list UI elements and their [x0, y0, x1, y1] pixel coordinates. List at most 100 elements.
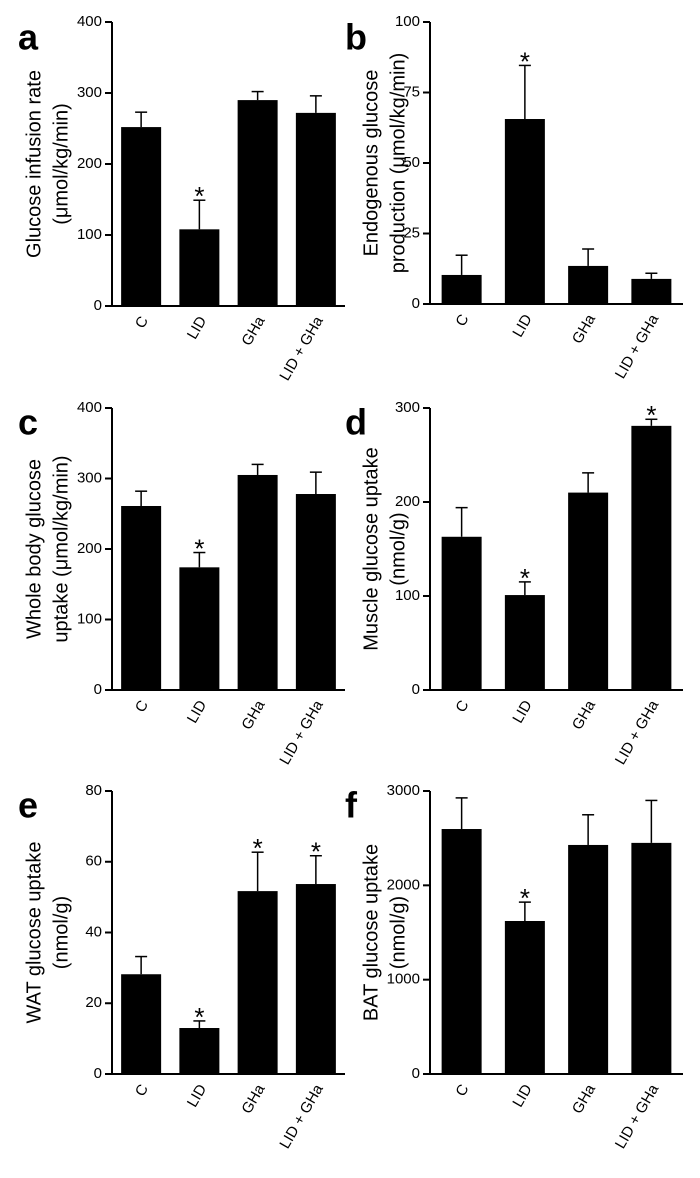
bar	[121, 974, 162, 1074]
x-tick-label: LID + GHa	[612, 311, 663, 382]
x-tick-label: C	[452, 311, 472, 329]
y-axis-label: (nmol/g)	[387, 896, 409, 969]
panel-letter: c	[18, 402, 38, 443]
chart-panel: c Whole body glucose uptake (μmol/kg/min) 0…	[18, 399, 345, 768]
error-bar	[193, 199, 206, 230]
y-tick-label: 100	[395, 587, 420, 604]
bar	[631, 842, 672, 1074]
y-tick-label: 0	[412, 295, 420, 312]
bar	[295, 494, 336, 690]
x-tick-label: LID	[184, 1081, 210, 1110]
error-bar	[582, 248, 595, 266]
error-bar	[193, 551, 206, 568]
y-axis-label: (nmol/g)	[387, 512, 409, 585]
y-tick-label: 0	[412, 1065, 420, 1082]
x-tick-label: LID + GHa	[276, 1081, 327, 1152]
error-bar	[582, 472, 595, 493]
y-axis-label: production (μmol/kg/min)	[387, 53, 409, 274]
x-tick-label: LID + GHa	[276, 697, 327, 768]
y-tick-label: 2000	[387, 876, 420, 893]
y-axis-label: uptake (μmol/kg/min)	[50, 455, 72, 642]
x-tick-label: C	[132, 1081, 152, 1099]
y-tick-label: 0	[94, 297, 102, 314]
x-tick-label: GHa	[238, 313, 268, 349]
bar	[504, 119, 545, 305]
significance-marker: *	[311, 837, 321, 867]
chart-panel: d Muscle glucose uptake (nmol/g) 0 100 200 300…	[345, 399, 683, 768]
y-tick-label: 300	[395, 399, 420, 416]
y-tick-label: 100	[77, 610, 102, 627]
error-bar	[518, 901, 531, 921]
y-axis-label: (μmol/kg/min)	[50, 103, 72, 225]
x-tick-label: GHa	[569, 1081, 599, 1117]
bar	[441, 536, 482, 690]
y-tick-label: 3000	[387, 782, 420, 799]
significance-marker: *	[194, 533, 204, 563]
error-bar	[455, 797, 468, 830]
bar	[631, 425, 672, 690]
error-bar	[309, 854, 322, 885]
y-axis-label: WAT glucose uptake	[23, 842, 45, 1024]
bar	[441, 274, 482, 304]
x-tick-label: LID + GHa	[612, 1081, 663, 1152]
bar	[179, 567, 220, 690]
bar	[237, 100, 278, 306]
y-tick-label: 1000	[387, 971, 420, 988]
x-tick-label: GHa	[238, 1081, 268, 1117]
x-tick-label: LID + GHa	[276, 313, 327, 384]
x-tick-label: C	[452, 697, 472, 715]
y-tick-label: 50	[403, 154, 420, 171]
x-tick-label: GHa	[238, 697, 268, 733]
panel-letter: a	[18, 17, 39, 58]
panel-letter: d	[345, 402, 367, 443]
x-tick-label: C	[132, 313, 152, 331]
error-bar	[309, 95, 322, 113]
x-tick-label: GHa	[569, 697, 599, 733]
bar	[179, 229, 220, 306]
x-tick-label: GHa	[569, 311, 599, 347]
error-bar	[193, 1020, 206, 1029]
y-tick-label: 40	[85, 923, 102, 940]
error-bar	[135, 955, 148, 975]
error-bar	[309, 471, 322, 495]
y-tick-label: 300	[77, 469, 102, 486]
y-tick-label: 75	[403, 83, 420, 100]
y-tick-label: 60	[85, 853, 102, 870]
bar	[295, 884, 336, 1074]
bar	[568, 265, 609, 304]
x-tick-label: LID	[184, 697, 210, 726]
x-tick-label: LID	[184, 313, 210, 342]
bar	[237, 474, 278, 690]
y-tick-label: 20	[85, 994, 102, 1011]
bar	[568, 844, 609, 1074]
y-tick-label: 25	[403, 224, 420, 241]
y-axis-label: Muscle glucose uptake	[360, 447, 382, 650]
bar	[504, 595, 545, 690]
error-bar	[518, 64, 531, 120]
error-bar	[455, 506, 468, 537]
y-axis-label: BAT glucose uptake	[360, 844, 382, 1021]
y-tick-label: 200	[395, 493, 420, 510]
error-bar	[251, 90, 264, 101]
chart-panel: b Endogenous glucose production (μmol/kg/m…	[345, 13, 683, 382]
bar	[568, 492, 609, 690]
bar	[631, 278, 672, 304]
y-tick-label: 100	[395, 13, 420, 30]
y-axis-label: (nmol/g)	[50, 896, 72, 969]
x-tick-label: LID + GHa	[612, 697, 663, 768]
bar	[237, 891, 278, 1074]
y-tick-label: 200	[77, 155, 102, 172]
significance-marker: *	[520, 563, 530, 593]
error-bar	[518, 581, 531, 596]
y-axis-label: Endogenous glucose	[360, 70, 382, 257]
y-axis-label: Whole body glucose	[23, 459, 45, 639]
y-tick-label: 0	[94, 1065, 102, 1082]
y-axis-label: Glucose infusion rate	[23, 70, 45, 258]
significance-marker: *	[520, 883, 530, 913]
y-tick-label: 400	[77, 399, 102, 416]
error-bar	[135, 490, 148, 506]
y-tick-label: 0	[94, 681, 102, 698]
bar	[295, 112, 336, 306]
x-tick-label: LID	[509, 1081, 535, 1110]
